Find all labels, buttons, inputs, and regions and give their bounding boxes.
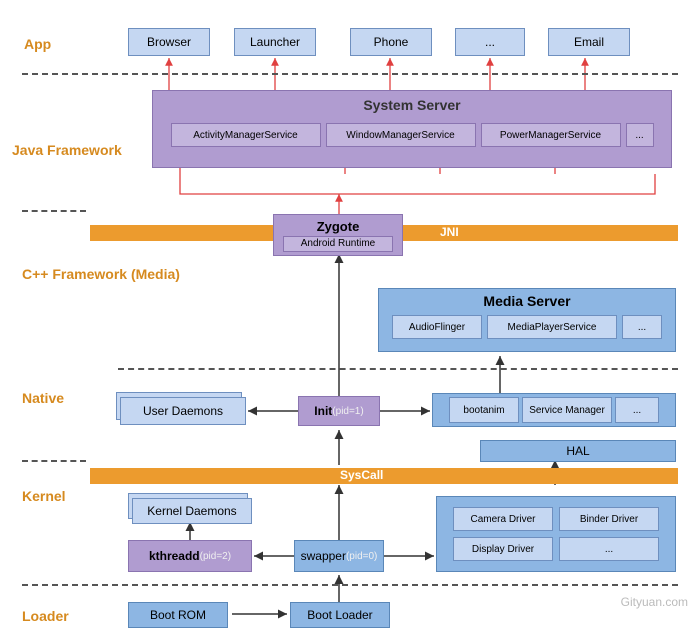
binder-driver: Binder Driver (559, 507, 659, 531)
media-server: Media Server AudioFlinger MediaPlayerSer… (378, 288, 676, 352)
layer-java: Java Framework (12, 142, 122, 158)
hal-box: HAL (480, 440, 676, 462)
svc-pms: PowerManagerService (481, 123, 621, 147)
app-launcher: Launcher (234, 28, 316, 56)
swapper-pid: (pid=0) (346, 551, 377, 562)
svc-ams: ActivityManagerService (171, 123, 321, 147)
native-right: bootanim Service Manager ... (432, 393, 676, 427)
init-pid: (pid=1) (332, 406, 363, 417)
system-server-container: System Server ActivityManagerService Win… (152, 90, 672, 168)
init-label: Init (314, 404, 332, 418)
jni-label: JNI (440, 225, 459, 239)
kthreadd-pid: (pid=2) (200, 551, 231, 562)
app-phone: Phone (350, 28, 432, 56)
boot-rom: Boot ROM (128, 602, 228, 628)
init-box: Init(pid=1) (298, 396, 380, 426)
watermark: Gityuan.com (621, 595, 688, 609)
dash-3 (118, 368, 678, 370)
boot-loader: Boot Loader (290, 602, 390, 628)
dash-1 (22, 73, 678, 75)
layer-loader: Loader (22, 608, 69, 624)
syscall-label: SysCall (340, 468, 383, 482)
media-more: ... (622, 315, 662, 339)
audioflinger: AudioFlinger (392, 315, 482, 339)
layer-native: Native (22, 390, 64, 406)
media-title: Media Server (483, 293, 570, 309)
swapper-box: swapper(pid=0) (294, 540, 384, 572)
display-driver: Display Driver (453, 537, 553, 561)
native-more: ... (615, 397, 659, 423)
layer-app: App (24, 36, 51, 52)
dash-5 (22, 584, 678, 586)
servicemanager: Service Manager (522, 397, 612, 423)
swapper: swapper (301, 549, 346, 563)
svc-wms: WindowManagerService (326, 123, 476, 147)
app-email: Email (548, 28, 630, 56)
syscall-bar (90, 468, 678, 484)
app-more: ... (455, 28, 525, 56)
dash-2 (22, 210, 86, 212)
android-runtime: Android Runtime (283, 236, 393, 252)
system-server-title: System Server (363, 97, 460, 113)
drivers-box: Camera Driver Binder Driver Display Driv… (436, 496, 676, 572)
app-browser: Browser (128, 28, 210, 56)
kthreadd: kthreadd (149, 549, 200, 563)
kthreadd-box: kthreadd(pid=2) (128, 540, 252, 572)
driver-more: ... (559, 537, 659, 561)
camera-driver: Camera Driver (453, 507, 553, 531)
dash-4 (22, 460, 86, 462)
mediaplayer: MediaPlayerService (487, 315, 617, 339)
layer-cpp: C++ Framework (Media) (22, 266, 180, 282)
layer-kernel: Kernel (22, 488, 66, 504)
svc-more: ... (626, 123, 654, 147)
user-daemons: User Daemons (120, 397, 246, 425)
zygote-box: Zygote Android Runtime (273, 214, 403, 256)
bootanim: bootanim (449, 397, 519, 423)
android-boot-diagram: App Browser Launcher Phone ... Email Jav… (0, 0, 700, 637)
kernel-daemons: Kernel Daemons (132, 498, 252, 524)
zygote-title: Zygote (317, 219, 360, 234)
